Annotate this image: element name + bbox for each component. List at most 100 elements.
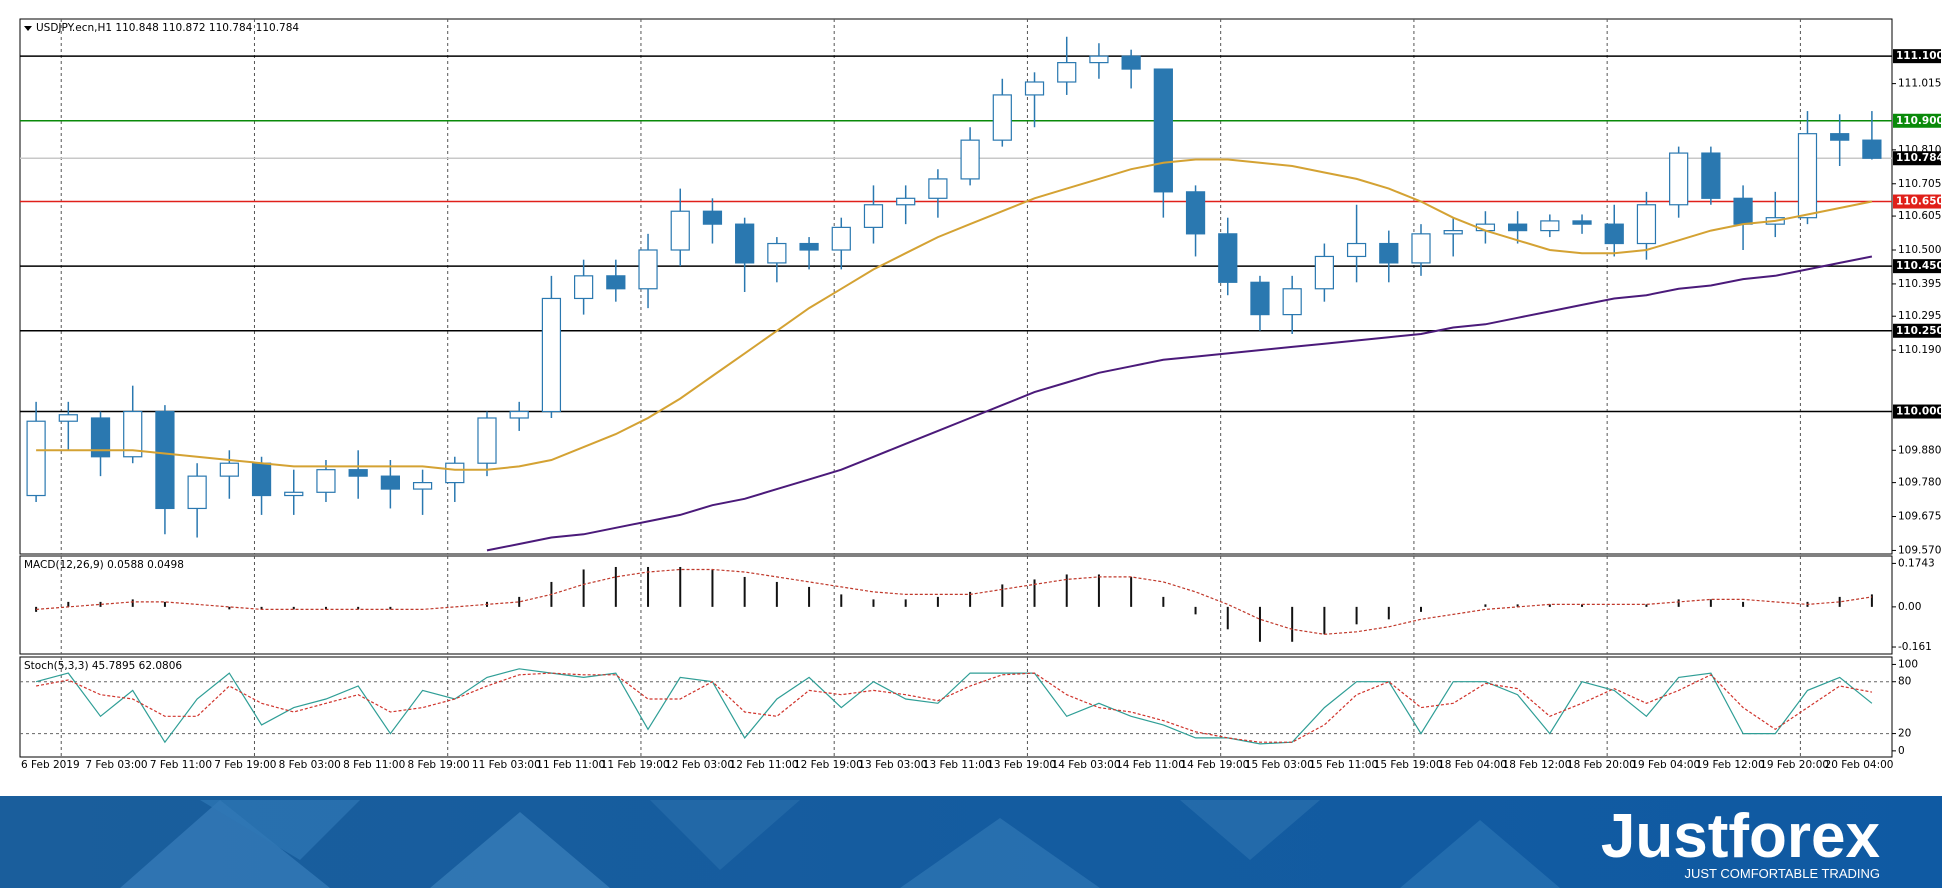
x-tick-label: 12 Feb 11:00 [730,759,799,771]
candle-body [284,491,304,497]
candle-body [1282,288,1302,316]
x-tick-label: 19 Feb 12:00 [1696,759,1765,771]
candle-body [1089,55,1109,64]
level-label: 110.784 [1896,152,1942,164]
x-tick-label: 8 Feb 19:00 [407,759,469,771]
y-tick-label: 0.00 [1898,601,1921,613]
x-tick-label: 13 Feb 03:00 [858,759,927,771]
candle-body [1830,133,1850,141]
x-tick-label: 12 Feb 03:00 [665,759,734,771]
candle-body [767,242,787,264]
candle-body [1346,242,1367,258]
panel-frame [19,18,1893,555]
level-label-box [1893,404,1941,419]
level-label-box [1893,151,1941,166]
x-tick-label: 19 Feb 04:00 [1631,759,1700,771]
y-tick-label: 110.605 [1898,210,1941,222]
x-tick-label: 11 Feb 19:00 [601,759,670,771]
x-tick-label: 13 Feb 11:00 [923,759,992,771]
candle-body [799,242,819,251]
candle-body [1379,242,1399,264]
candle-body [896,197,916,206]
candle-body [509,410,529,419]
indicator-line [35,668,1873,745]
candle-body [187,475,207,510]
candle-body [380,475,400,490]
x-tick-label: 7 Feb 19:00 [214,759,276,771]
x-tick-label: 7 Feb 11:00 [150,759,212,771]
x-tick-label: 6 Feb 2019 [21,759,80,771]
candle-body [1797,133,1818,219]
panel-title: MACD(12,26,9) 0.0588 0.0498 [24,559,184,571]
candle-body [1636,204,1657,245]
y-tick-label: 20 [1898,728,1911,740]
level-label: 110.000 [1896,406,1942,418]
x-tick-label: 15 Feb 19:00 [1374,759,1443,771]
x-tick-label: 14 Feb 11:00 [1116,759,1185,771]
x-tick-label: 18 Feb 04:00 [1438,759,1507,771]
panel-title: USDJPY.ecn,H1 110.848 110.872 110.784 11… [36,22,299,34]
level-label-box [1893,49,1941,64]
y-tick-label: 109.675 [1898,511,1941,523]
y-tick-label: 80 [1898,676,1911,688]
y-tick-label: 109.780 [1898,477,1941,489]
level-label-box [1893,259,1941,274]
candle-body [26,420,46,497]
candle-body [735,223,755,264]
y-tick-label: 0 [1898,745,1905,757]
x-tick-label: 8 Feb 11:00 [343,759,405,771]
candle-body [1024,81,1045,96]
banner-shape [900,818,1100,888]
candle-body [1057,62,1077,83]
candle-body [606,275,626,290]
candle-body [1250,281,1270,316]
x-tick-label: 18 Feb 12:00 [1503,759,1572,771]
banner-shape [200,800,360,860]
candle-body [1701,152,1721,199]
banner-shape [650,800,800,870]
candle-body [90,417,111,458]
candle-body [831,226,851,251]
y-tick-label: 110.190 [1898,344,1941,356]
x-tick-label: 19 Feb 20:00 [1760,759,1829,771]
candle-body [928,178,948,199]
banner-shape [430,812,610,888]
indicator-line [35,672,1873,743]
indicator-line [36,158,1873,471]
banner-shape [120,800,330,888]
y-tick-label: 110.705 [1898,178,1941,190]
candle-body [58,414,78,422]
x-tick-label: 8 Feb 03:00 [279,759,341,771]
panel-frame [19,656,1893,758]
candle-body [1121,55,1141,70]
x-tick-label: 14 Feb 19:00 [1180,759,1249,771]
candle-body [1572,220,1592,225]
x-tick-label: 11 Feb 03:00 [472,759,541,771]
candle-body [1218,233,1238,283]
candle-body [1411,233,1431,264]
y-tick-label: 109.880 [1898,444,1941,456]
x-tick-label: 18 Feb 20:00 [1567,759,1636,771]
level-label-box [1893,323,1941,338]
indicator-line [486,255,1873,552]
level-label: 111.100 [1896,50,1942,62]
candle-body [574,275,594,300]
x-tick-label: 7 Feb 03:00 [85,759,147,771]
y-tick-label: 109.570 [1898,544,1941,556]
level-label: 110.900 [1896,115,1942,127]
x-tick-label: 14 Feb 03:00 [1052,759,1121,771]
banner: Justforex JUST COMFORTABLE TRADING [0,796,1942,888]
panel-frame [19,555,1893,655]
candle-body [155,410,175,510]
candle-body [1185,191,1206,235]
candle-body [1604,223,1624,245]
candle-body [960,139,980,180]
candle-body [1153,68,1173,193]
y-tick-label: 110.295 [1898,310,1941,322]
banner-shape [1180,800,1320,860]
candle-body [316,469,336,493]
x-tick-label: 20 Feb 04:00 [1825,759,1894,771]
candle-body [348,469,368,477]
